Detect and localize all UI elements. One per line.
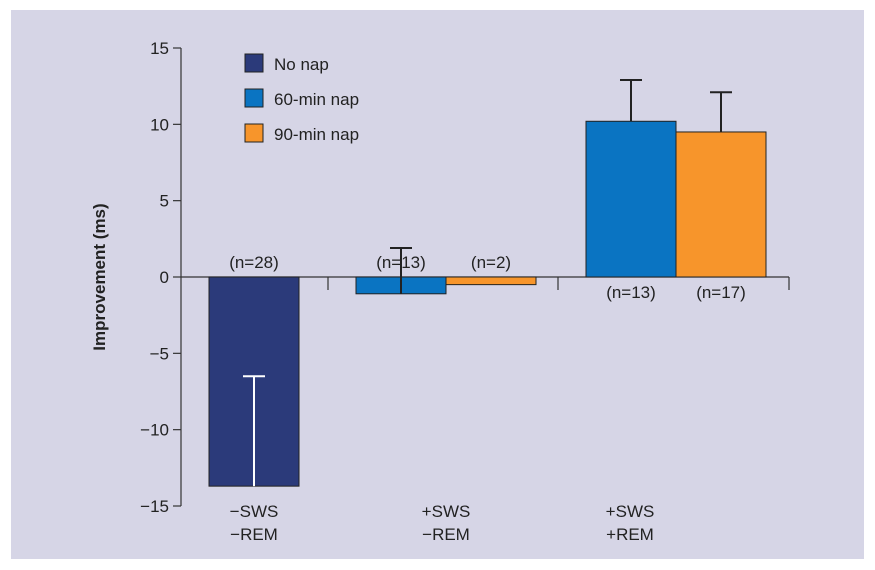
x-category-label: −REM xyxy=(422,525,470,544)
y-axis-title: Improvement (ms) xyxy=(90,203,109,350)
bar-n-label: (n=13) xyxy=(606,283,656,302)
bar xyxy=(585,120,677,278)
bar xyxy=(445,276,537,286)
y-tick-label: 10 xyxy=(150,115,169,134)
bar-n-label: (n=17) xyxy=(696,283,746,302)
legend-swatch xyxy=(244,123,264,143)
legend-label: No nap xyxy=(274,55,329,74)
legend-label: 60-min nap xyxy=(274,90,359,109)
y-tick-label: −15 xyxy=(140,497,169,516)
legend-swatch xyxy=(244,88,264,108)
chart-panel: 15 10 5 0 −5 −10 −15 Improvement (ms) (n=28) (n=1… xyxy=(11,10,864,559)
x-category-label: +SWS xyxy=(606,502,655,521)
bar-n-label: (n=2) xyxy=(471,253,511,272)
y-tick-label: 0 xyxy=(160,268,169,287)
y-tick-label: −10 xyxy=(140,421,169,440)
x-category-label: +SWS xyxy=(422,502,471,521)
y-tick-label: 5 xyxy=(160,192,169,211)
bar xyxy=(675,131,767,278)
legend-label: 90-min nap xyxy=(274,125,359,144)
bar-n-label: (n=13) xyxy=(376,253,426,272)
y-tick-label: 15 xyxy=(150,39,169,58)
x-category-label: −SWS xyxy=(230,502,279,521)
legend-swatch xyxy=(244,53,264,73)
x-category-label: +REM xyxy=(606,525,654,544)
bar-chart: 15 10 5 0 −5 −10 −15 Improvement (ms) (n=28) (n=1… xyxy=(11,10,864,559)
x-category-label: −REM xyxy=(230,525,278,544)
y-tick-label: −5 xyxy=(150,344,169,363)
bar-n-label: (n=28) xyxy=(229,253,279,272)
